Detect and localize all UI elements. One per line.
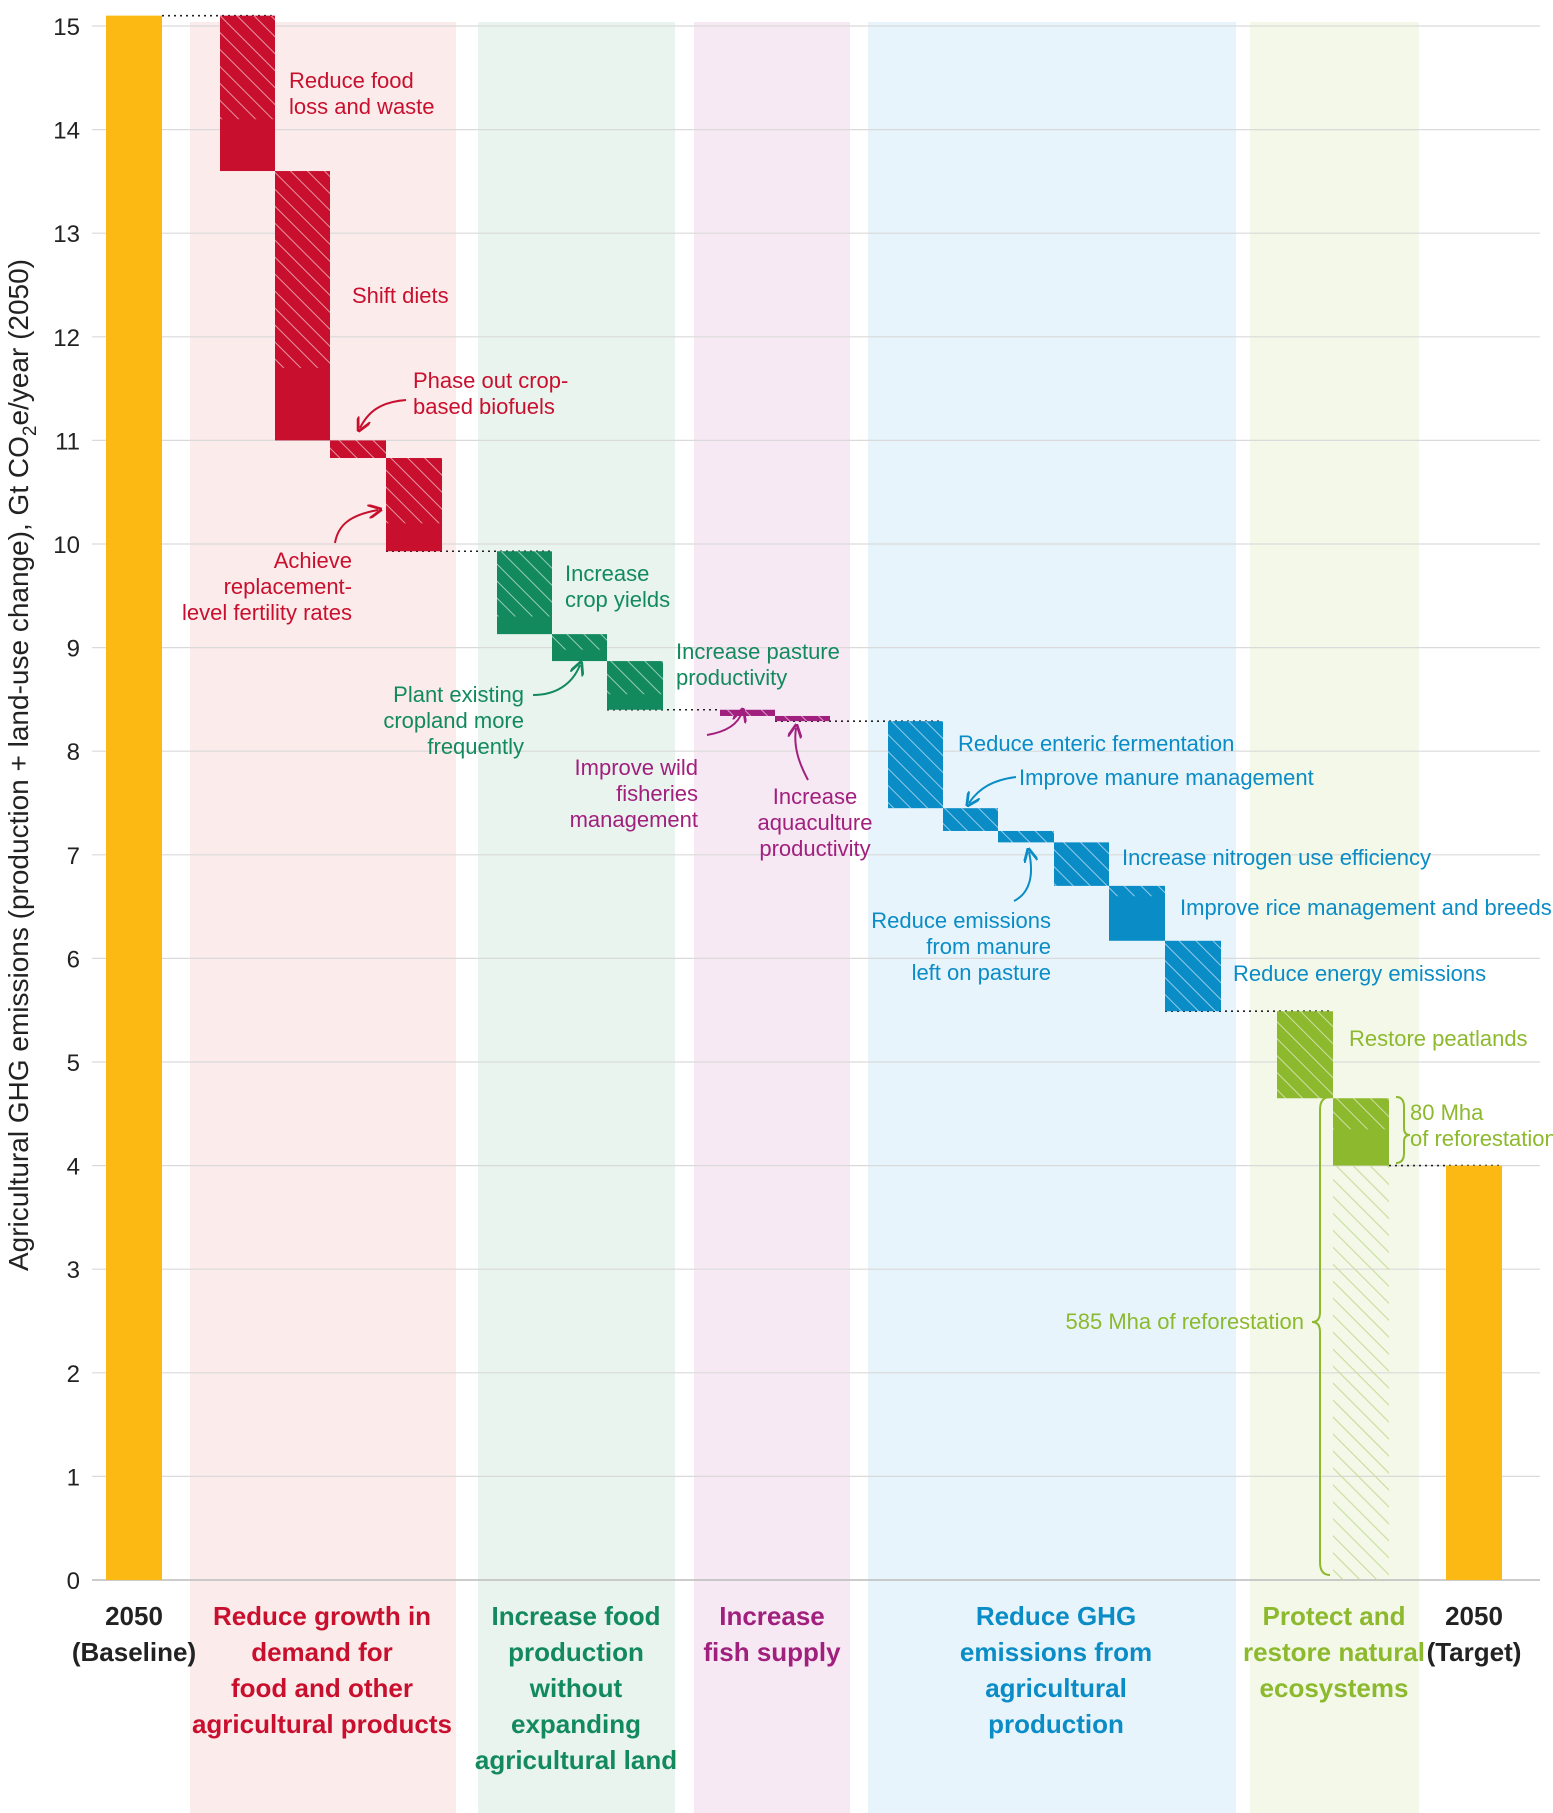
label-achieve-replacement-level-fertility-rates: Achieve replacement-level fertility rates <box>182 548 352 625</box>
y-tick-label-5: 5 <box>67 1050 80 1077</box>
bar-hatch-improve-manure-management <box>943 808 998 831</box>
y-tick-label-11: 11 <box>55 428 80 455</box>
y-tick-label-15: 15 <box>53 14 80 41</box>
y-tick-label-4: 4 <box>67 1154 80 1181</box>
arrow-phase-out <box>360 399 407 428</box>
y-tick-label-13: 13 <box>53 221 80 248</box>
label-increase-pasture-productivity: Increase pasture productivity <box>676 639 840 690</box>
brace-585mha <box>1311 1096 1331 1576</box>
y-tick-label-12: 12 <box>53 325 80 352</box>
label-restore-peatlands: Restore peatlands <box>1349 1026 1528 1051</box>
bar-hatch-increase-aquaculture-productivity <box>775 715 830 722</box>
bar-hatch-reduce-energy-emissions <box>1165 940 1221 1012</box>
label-80-mha-of-reforestation: 80 Mha of reforestation <box>1410 1100 1553 1151</box>
bar-2050-target <box>1446 1165 1502 1580</box>
bar-hatch-80-mha-of-reforestation <box>1333 1098 1389 1130</box>
group-label-baseline: 2050 (Baseline) <box>72 1601 196 1667</box>
y-tick-label-9: 9 <box>67 636 80 663</box>
bar-hatch-increase-pasture-productivity <box>607 661 663 695</box>
group-label-eco: Protect and restore natural ecosystems <box>1243 1601 1425 1703</box>
arrow-manure <box>969 776 1017 803</box>
y-tick-label-7: 7 <box>67 843 80 870</box>
label-reduce-food-loss-and-waste: Reduce food loss and waste <box>289 68 435 119</box>
label-improve-wild-fisheries-management: Improve wild fisheries management <box>570 755 698 832</box>
arrow-wild <box>706 712 742 736</box>
label-increase-aquaculture-productivity: Increase aquaculture productivity <box>758 784 873 861</box>
band-ghg <box>868 22 1236 1813</box>
label-reduce-emissions-from-manure-left-on-pasture: Reduce emissions from manure left on pastu… <box>871 908 1051 985</box>
bar-hatch-increase-crop-yields <box>497 551 552 617</box>
bar-hatch-phase-out-crop-based-biofuels <box>330 440 386 459</box>
y-axis-title: Agricultural GHG emissions (production +… <box>3 259 41 1271</box>
bar-hatch-reduce-emissions-from-manure-left-on-pasture <box>998 830 1054 843</box>
group-label-food: Increase food production without expanding a… <box>475 1601 677 1775</box>
y-tick-label-3: 3 <box>67 1257 80 1284</box>
bar-hatch-plant-existing-cropland-more-frequently <box>552 634 607 650</box>
arrow-aqua <box>795 728 809 781</box>
band-fish <box>694 22 850 1813</box>
label-increase-crop-yields: Increase crop yields <box>565 561 670 612</box>
label-reduce-enteric-fermentation: Reduce enteric fermentation <box>958 731 1234 756</box>
bar-hatch-increase-nitrogen-use-efficiency <box>1054 842 1109 886</box>
label-reduce-energy-emissions: Reduce energy emissions <box>1233 961 1486 986</box>
arrow-fertility <box>334 510 378 544</box>
band-food <box>478 22 675 1813</box>
label-improve-manure-management: Improve manure management <box>1019 765 1314 790</box>
group-label-ghg: Reduce GHG emissions from agricultural prod… <box>960 1601 1152 1739</box>
bar-hatch-shift-diets <box>275 171 330 368</box>
y-tick-label-10: 10 <box>53 532 80 559</box>
label-plant-existing-cropland-more-frequently: Plant existing cropland more frequently <box>383 682 524 759</box>
y-tick-label-0: 0 <box>67 1568 80 1595</box>
bar-585-mha-of-reforestation <box>1333 1165 1389 1580</box>
label-585-mha-of-reforestation: 585 Mha of reforestation <box>1066 1309 1304 1334</box>
group-label-target: 2050 (Target) <box>1427 1601 1522 1667</box>
label-phase-out-crop-based-biofuels: Phase out crop-based biofuels <box>413 368 568 419</box>
arrow-plant <box>532 665 580 696</box>
bar-hatch-reduce-food-loss-and-waste <box>220 15 275 120</box>
bar-2050-baseline <box>106 15 162 1580</box>
y-tick-label-1: 1 <box>67 1464 80 1491</box>
bar-hatch-improve-rice-management-and-breeds <box>1109 885 1165 897</box>
label-increase-nitrogen-use-efficiency: Increase nitrogen use efficiency <box>1122 845 1431 870</box>
bar-hatch-reduce-enteric-fermentation <box>888 721 943 809</box>
label-shift-diets: Shift diets <box>352 283 449 308</box>
group-label-demand: Reduce growth in demand for food and other… <box>192 1601 452 1739</box>
bar-hatch-improve-wild-fisheries-management <box>720 709 775 716</box>
y-tick-label-14: 14 <box>53 118 80 145</box>
group-label-fish: Increase fish supply <box>703 1601 841 1667</box>
label-improve-rice-management-and-breeds: Improve rice management and breeds <box>1180 895 1552 920</box>
brace-80mha <box>1395 1096 1411 1164</box>
y-tick-label-6: 6 <box>67 946 80 973</box>
y-tick-label-2: 2 <box>67 1361 80 1388</box>
y-tick-label-8: 8 <box>67 739 80 766</box>
arrow-pasture <box>1013 852 1031 902</box>
bar-hatch-restore-peatlands <box>1277 1011 1333 1099</box>
bar-hatch-achieve-replacement-level-fertility-rates <box>386 458 442 524</box>
